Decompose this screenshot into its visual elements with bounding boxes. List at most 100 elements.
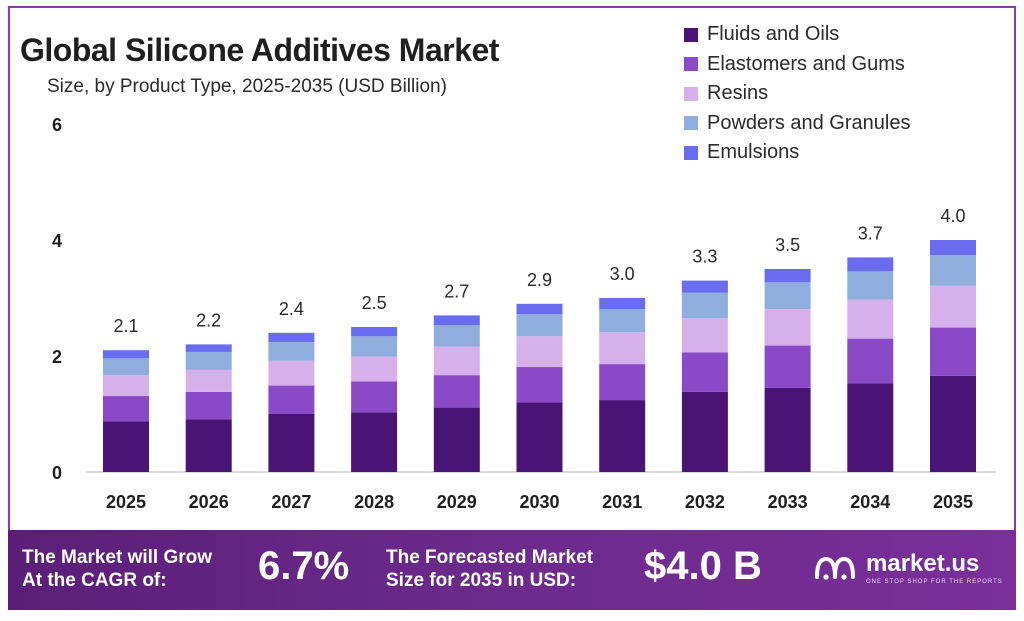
- summary-banner: The Market will Grow At the CAGR of: 6.7…: [8, 530, 1016, 610]
- cagr-label: The Market will Grow At the CAGR of:: [22, 546, 212, 592]
- bar-segment-emulsions: [433, 315, 480, 326]
- legend-swatch: [684, 86, 698, 101]
- bar-segment-fluids-and-oils: [185, 419, 232, 472]
- bar-segment-elastomers-and-gums: [764, 345, 811, 388]
- forecast-value: $4.0 B: [644, 544, 762, 588]
- x-tick-label: 2033: [768, 492, 808, 512]
- y-tick-label: 2: [52, 347, 62, 367]
- forecast-label-line1: The Forecasted Market: [386, 547, 593, 568]
- legend-label: Elastomers and Gums: [707, 52, 905, 75]
- bar-segment-emulsions: [268, 332, 315, 343]
- legend-label: Fluids and Oils: [707, 23, 840, 46]
- forecast-label-line2: Size for 2035 in USD:: [386, 570, 577, 591]
- market-us-logo: market.us ONE STOP SHOP FOR THE REPORTS: [814, 550, 1003, 585]
- bar-segment-elastomers-and-gums: [185, 391, 232, 420]
- bar-total-label: 2.1: [113, 316, 138, 336]
- bar-segment-fluids-and-oils: [930, 375, 976, 472]
- bar-segment-emulsions: [681, 280, 728, 293]
- x-tick-label: 2029: [437, 492, 477, 512]
- legend-item: Emulsions: [684, 138, 910, 168]
- bar-segment-powders-and-granules: [599, 309, 646, 333]
- logo-tagline: ONE STOP SHOP FOR THE REPORTS: [866, 579, 1003, 585]
- bar-total-label: 2.9: [527, 270, 552, 290]
- x-tick-label: 2030: [519, 492, 559, 512]
- bar-segment-powders-and-granules: [103, 358, 149, 376]
- x-tick-label: 2027: [271, 492, 311, 512]
- x-tick-label: 2031: [602, 492, 642, 512]
- bar-segment-resins: [185, 369, 232, 392]
- bar-segment-elastomers-and-gums: [599, 364, 646, 401]
- bar-segment-emulsions: [351, 327, 398, 337]
- bar-segment-resins: [268, 360, 315, 386]
- bar-segment-fluids-and-oils: [764, 387, 811, 472]
- logo-name: market.us: [866, 550, 980, 577]
- bar-segment-powders-and-granules: [681, 292, 728, 319]
- bar-segment-elastomers-and-gums: [351, 381, 398, 413]
- bar-segment-fluids-and-oils: [103, 421, 149, 472]
- x-tick-label: 2025: [106, 492, 146, 512]
- bar-segment-resins: [351, 356, 398, 382]
- bar-segment-fluids-and-oils: [847, 383, 894, 472]
- x-tick-label: 2028: [354, 492, 394, 512]
- bar-segment-fluids-and-oils: [681, 391, 728, 472]
- cagr-value: 6.7%: [258, 544, 350, 588]
- bar-segment-powders-and-granules: [516, 314, 563, 337]
- bar-total-label: 3.3: [692, 247, 717, 267]
- stacked-bar-chart: 0 2 4 6 2.1 2025 2.2 2026 2.4 2027 2.5 2028 2.7 2029 2…: [52, 115, 996, 512]
- legend-item: Resins: [684, 79, 910, 109]
- y-tick-label: 0: [52, 463, 62, 483]
- cagr-label-line2: At the CAGR of:: [22, 570, 167, 591]
- x-tick-label: 2032: [685, 492, 725, 512]
- market-us-logo-icon: [815, 556, 855, 580]
- bar-segment-powders-and-granules: [351, 336, 398, 357]
- bar-segment-resins: [599, 332, 646, 365]
- y-tick-label: 4: [52, 231, 62, 251]
- page-subtitle: Size, by Product Type, 2025-2035 (USD Bi…: [47, 76, 447, 97]
- bar-segment-powders-and-granules: [268, 342, 315, 361]
- bar-segment-resins: [847, 299, 894, 339]
- legend-swatch: [684, 145, 698, 160]
- bar-segment-powders-and-granules: [433, 325, 480, 347]
- bar-segment-fluids-and-oils: [516, 402, 563, 472]
- bar-segment-emulsions: [599, 298, 646, 310]
- forecast-label: The Forecasted Market Size for 2035 in U…: [386, 546, 593, 592]
- bar-segment-elastomers-and-gums: [847, 338, 894, 384]
- bar-segment-resins: [433, 346, 480, 376]
- bar-segment-elastomers-and-gums: [103, 396, 149, 422]
- bar-segment-resins: [103, 375, 149, 397]
- legend-swatch: [684, 57, 698, 72]
- bar-segment-powders-and-granules: [185, 351, 232, 370]
- bar-total-label: 2.4: [279, 299, 304, 319]
- chart-legend: Fluids and Oils Elastomers and Gums Resins…: [684, 20, 910, 168]
- bar-segment-emulsions: [103, 350, 149, 359]
- bar-segment-resins: [764, 309, 811, 346]
- bar-total-label: 3.0: [610, 264, 635, 284]
- bar-segment-elastomers-and-gums: [268, 385, 315, 414]
- bar-segment-elastomers-and-gums: [681, 352, 728, 392]
- bar-segment-resins: [681, 318, 728, 353]
- legend-item: Elastomers and Gums: [684, 50, 910, 80]
- legend-swatch: [684, 27, 698, 42]
- bar-segment-emulsions: [764, 269, 811, 283]
- bar-segment-fluids-and-oils: [351, 412, 398, 472]
- legend-label: Emulsions: [707, 141, 800, 164]
- legend-item: Powders and Granules: [684, 109, 910, 139]
- bar-total-label: 3.7: [858, 223, 883, 243]
- legend-item: Fluids and Oils: [684, 20, 910, 50]
- bar-total-label: 4.0: [940, 206, 965, 226]
- cagr-label-line1: The Market will Grow: [22, 547, 213, 568]
- bar-segment-powders-and-granules: [930, 255, 976, 286]
- bar-segment-elastomers-and-gums: [433, 375, 480, 408]
- bar-segment-fluids-and-oils: [268, 414, 315, 472]
- bar-segment-elastomers-and-gums: [930, 327, 976, 376]
- bar-segment-fluids-and-oils: [433, 407, 480, 472]
- bar-segment-resins: [516, 336, 563, 368]
- bar-segment-elastomers-and-gums: [516, 367, 563, 403]
- bar-total-label: 3.5: [775, 235, 800, 255]
- bar-total-label: 2.7: [444, 281, 469, 301]
- y-tick-label: 6: [52, 115, 62, 135]
- bar-segment-powders-and-granules: [847, 271, 894, 300]
- x-tick-label: 2034: [850, 492, 890, 512]
- page-title: Global Silicone Additives Market: [20, 32, 499, 68]
- bar-segment-emulsions: [516, 303, 563, 315]
